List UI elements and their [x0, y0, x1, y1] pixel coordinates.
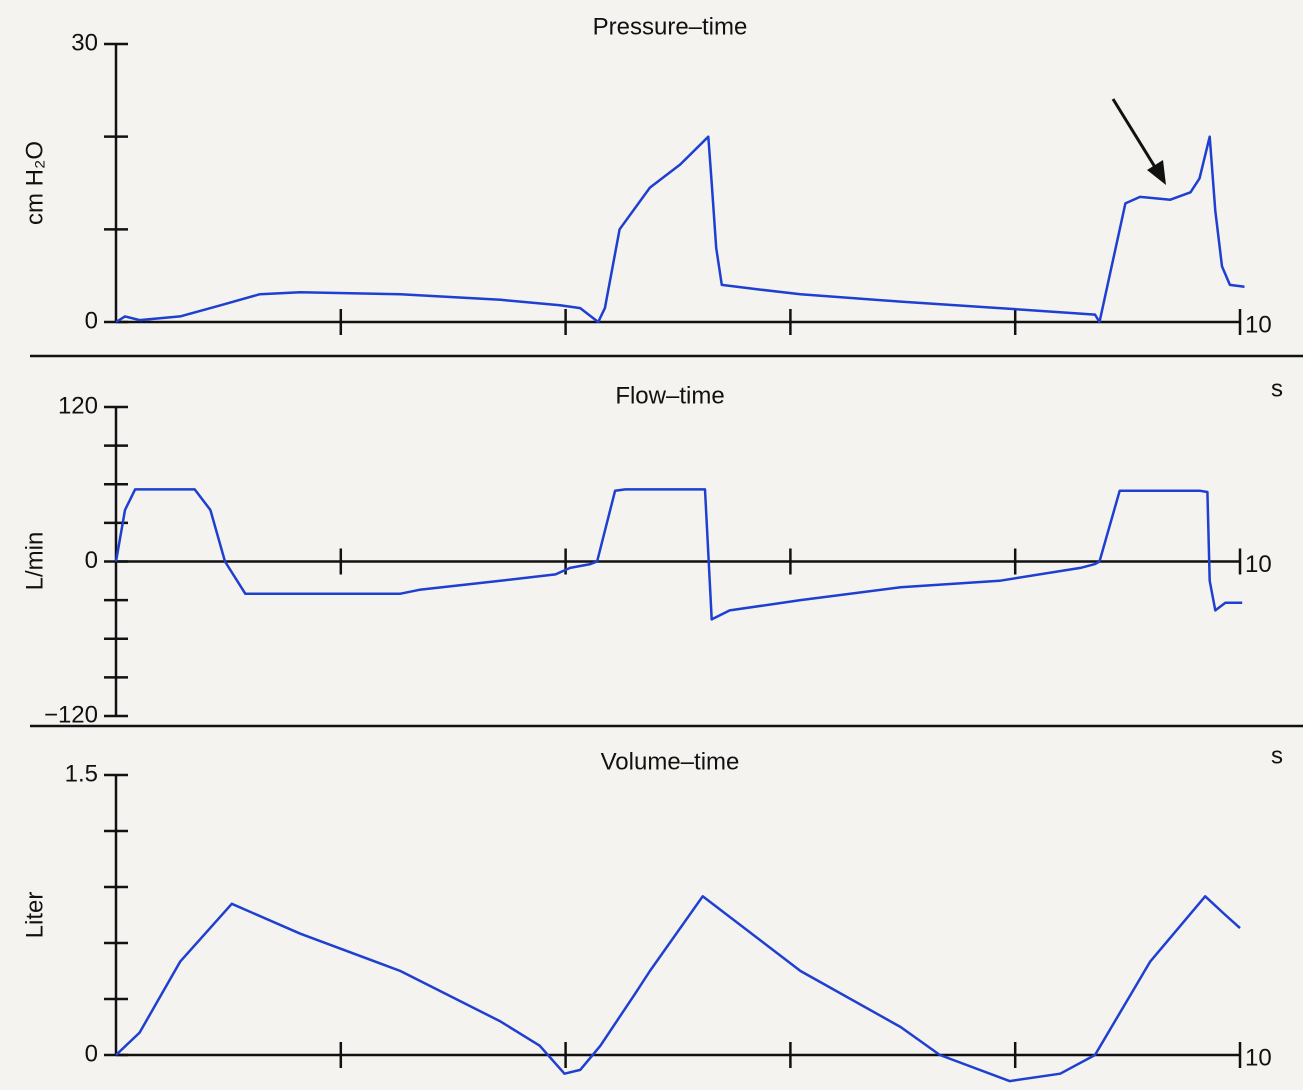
chart-title: Flow–time	[615, 382, 724, 409]
y-tick-label: 120	[58, 392, 98, 419]
chart-title: Volume–time	[601, 748, 740, 775]
y-tick-label: −120	[44, 701, 98, 728]
data-line	[114, 488, 1243, 621]
y-axis-label: cm H₂O	[21, 141, 48, 225]
x-tick-label: 10	[1245, 311, 1272, 338]
x-tick-label: 10	[1245, 551, 1272, 578]
y-tick-label: 0	[85, 1040, 98, 1067]
x-axis-label: s	[1271, 742, 1283, 769]
chart-title: Pressure–time	[593, 13, 748, 40]
arrow-annotation	[1111, 98, 1166, 185]
data-line	[115, 135, 1245, 324]
y-tick-label: 0	[85, 547, 98, 574]
y-tick-label: 30	[71, 29, 98, 56]
y-axis-label: L/min	[21, 532, 48, 591]
y-axis-label: Liter	[21, 892, 48, 939]
y-tick-label: 0	[85, 307, 98, 334]
x-tick-label: 10	[1245, 1044, 1272, 1071]
data-line	[115, 895, 1241, 1083]
x-axis-label: s	[1271, 375, 1283, 402]
y-tick-label: 1.5	[65, 760, 98, 787]
